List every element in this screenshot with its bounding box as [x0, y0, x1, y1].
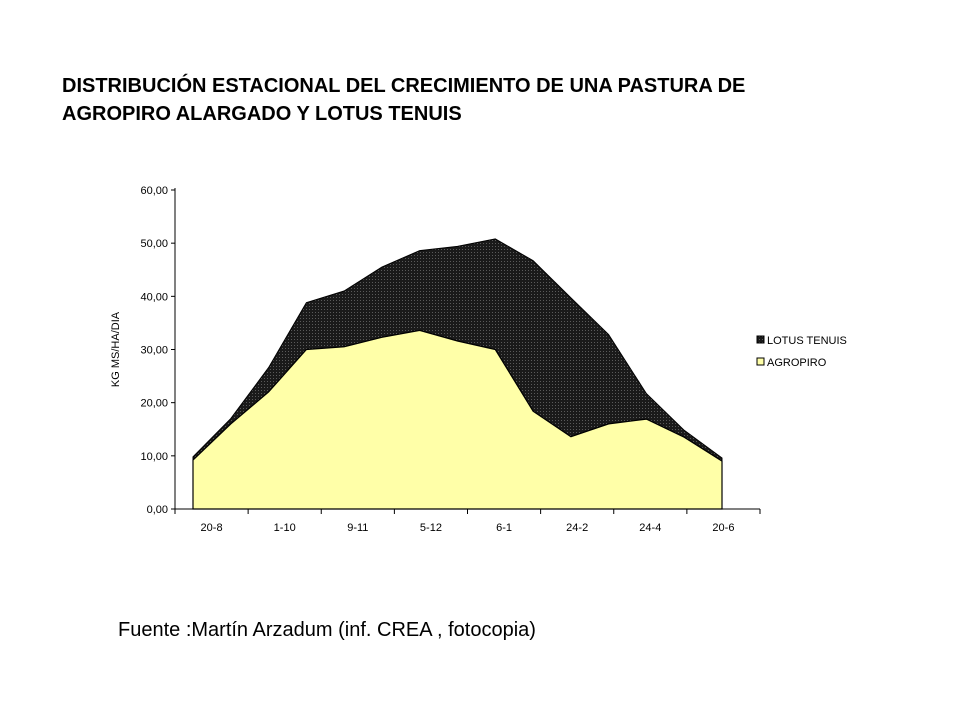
y-tick-label: 30,00 — [140, 345, 168, 357]
x-tick-label: 24-2 — [566, 522, 588, 534]
legend: LOTUS TENUIS AGROPIRO — [756, 335, 847, 369]
y-axis-title: KG MS/HA/DIA — [110, 311, 122, 387]
x-tick-label: 20-8 — [201, 522, 223, 534]
y-tick-label: 50,00 — [140, 238, 168, 250]
x-tick-label: 20-6 — [712, 522, 734, 534]
y-tick-label: 40,00 — [140, 291, 168, 303]
legend-label: AGROPIRO — [767, 357, 827, 369]
legend-swatch — [756, 357, 765, 366]
x-tick-label: 5-12 — [420, 522, 442, 534]
plot-area — [192, 238, 723, 510]
title-line-2: AGROPIRO ALARGADO Y LOTUS TENUIS — [62, 103, 462, 125]
legend-swatch — [756, 335, 765, 344]
chart-title: DISTRIBUCIÓN ESTACIONAL DEL CRECIMIENTO … — [62, 72, 902, 128]
series-area-agropiro — [192, 329, 723, 510]
legend-item-lotus-tenuis: LOTUS TENUIS — [756, 335, 847, 347]
axes: 0,00 10,00 20,00 30,00 40,00 50,00 60,00 20-8 1-… — [110, 185, 761, 534]
y-tick-label: 20,00 — [140, 398, 168, 410]
y-tick-label: 10,00 — [140, 451, 168, 463]
x-tick-label: 24-4 — [639, 522, 661, 534]
y-tick-label: 60,00 — [140, 185, 168, 197]
source-note: Fuente :Martín Arzadum (inf. CREA , foto… — [118, 619, 536, 641]
y-tick-label: 0,00 — [147, 504, 168, 516]
x-tick-label: 9-11 — [347, 522, 368, 534]
title-line-1: DISTRIBUCIÓN ESTACIONAL DEL CRECIMIENTO … — [62, 75, 746, 97]
x-tick-label: 6-1 — [496, 522, 512, 534]
x-tick-label: 1-10 — [274, 522, 296, 534]
legend-item-agropiro: AGROPIRO — [756, 357, 827, 369]
legend-label: LOTUS TENUIS — [767, 335, 847, 347]
